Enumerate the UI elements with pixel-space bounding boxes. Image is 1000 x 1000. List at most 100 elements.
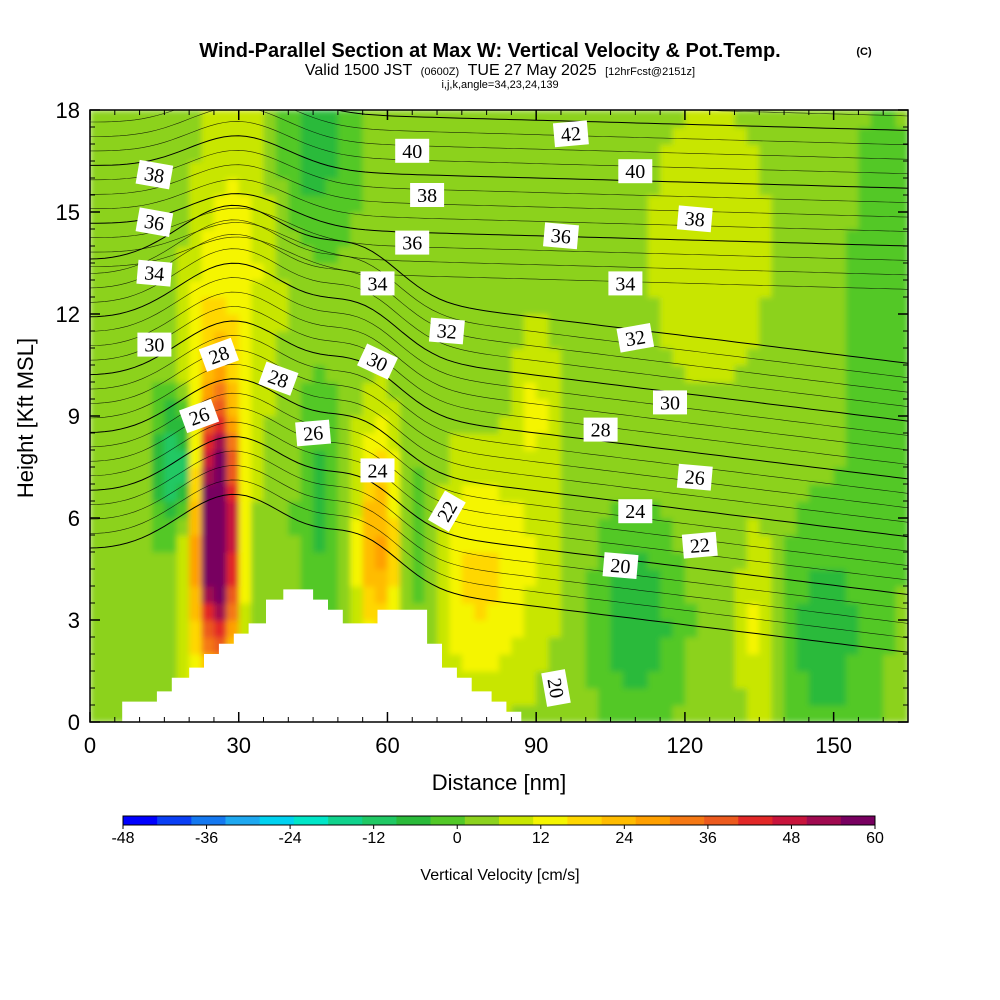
heatmap-cell <box>759 314 773 332</box>
heatmap-cell <box>895 110 908 128</box>
heatmap-cell <box>499 501 512 519</box>
colorbar-tick-label: 60 <box>866 830 884 847</box>
heatmap-cell <box>759 688 773 706</box>
heatmap-cell <box>139 399 153 417</box>
heatmap-cell <box>573 620 587 638</box>
contour-label-bg <box>295 419 332 447</box>
heatmap-cell <box>870 331 884 349</box>
heatmap-cell <box>697 127 711 145</box>
heatmap-cell <box>474 314 488 332</box>
heatmap-cell <box>90 518 103 536</box>
heatmap-cell <box>573 705 587 722</box>
heatmap-cell <box>684 127 698 145</box>
heatmap-cell <box>164 484 178 502</box>
heatmap-cell <box>598 637 612 655</box>
heatmap-cell <box>337 467 351 485</box>
heatmap-cell <box>536 501 550 519</box>
heatmap-cell <box>833 348 847 366</box>
heatmap-cell <box>449 654 463 672</box>
heatmap-cell <box>226 467 240 485</box>
heatmap-cell <box>846 552 860 570</box>
heatmap-cell <box>746 178 760 196</box>
heatmap-cell <box>560 144 574 162</box>
heatmap-cell <box>387 195 401 213</box>
heatmap-cell <box>709 297 723 315</box>
heatmap-cell <box>746 144 760 162</box>
heatmap-cell <box>585 467 599 485</box>
heatmap-cell <box>709 433 723 451</box>
heatmap-cell <box>474 365 488 383</box>
heatmap-cell <box>437 127 451 145</box>
heatmap-cell <box>362 382 376 400</box>
heatmap-cell <box>759 246 773 264</box>
heatmap-cell <box>523 535 537 553</box>
heatmap-cell <box>499 637 512 655</box>
heatmap-cell <box>114 144 128 162</box>
heatmap-cell <box>102 178 116 196</box>
contour-label-text: 34 <box>368 273 388 295</box>
heatmap-cell <box>796 603 810 621</box>
heatmap-cell <box>821 229 835 247</box>
heatmap-cell <box>362 433 376 451</box>
heatmap-cell <box>548 399 562 417</box>
heatmap-cell <box>300 161 314 179</box>
heatmap-cell <box>151 433 165 451</box>
heatmap-cell <box>449 569 463 587</box>
heatmap-cell <box>573 671 587 689</box>
heatmap-cell <box>808 705 822 722</box>
heatmap-cell <box>499 127 512 145</box>
heatmap-cell <box>337 433 351 451</box>
colorbar-swatch <box>430 816 466 825</box>
heatmap-cell <box>300 467 314 485</box>
colorbar-swatch <box>704 816 739 825</box>
heatmap-cell <box>622 229 636 247</box>
heatmap-cell <box>213 620 227 638</box>
heatmap-cell <box>337 178 351 196</box>
heatmap-cell <box>722 280 736 298</box>
heatmap-cell <box>151 450 165 468</box>
contour-label-text: 20 <box>542 676 567 700</box>
heatmap-cell <box>164 144 178 162</box>
heatmap-cell <box>709 246 723 264</box>
heatmap-cell <box>870 620 884 638</box>
heatmap-cell <box>573 433 587 451</box>
heatmap-cell <box>858 127 872 145</box>
heatmap-cell <box>858 705 872 722</box>
heatmap-cell <box>114 280 128 298</box>
heatmap-cell <box>350 603 364 621</box>
heatmap-cell <box>796 280 810 298</box>
heatmap-cell <box>598 501 612 519</box>
heatmap-cell <box>796 212 810 230</box>
heatmap-cell <box>560 161 574 179</box>
heatmap-cell <box>102 297 116 315</box>
heatmap-cell <box>511 620 525 638</box>
heatmap-cell <box>610 620 624 638</box>
heatmap-cell <box>325 229 339 247</box>
heatmap-cell <box>635 552 649 570</box>
heatmap-cell <box>263 399 277 417</box>
heatmap-cell <box>201 484 215 502</box>
heatmap-cell <box>647 127 661 145</box>
heatmap-cell <box>610 467 624 485</box>
heatmap-cell <box>461 178 475 196</box>
heatmap-cell <box>784 127 798 145</box>
heatmap-cell <box>560 433 574 451</box>
heatmap-cell <box>350 552 364 570</box>
heatmap-cell <box>734 127 748 145</box>
heatmap-cell <box>697 365 711 383</box>
heatmap-cell <box>734 280 748 298</box>
heatmap-cell <box>523 484 537 502</box>
heatmap-cell <box>499 365 512 383</box>
heatmap-cell <box>759 195 773 213</box>
heatmap-cell <box>784 586 798 604</box>
heatmap-cell <box>870 127 884 145</box>
heatmap-cell <box>548 263 562 281</box>
heatmap-cell <box>585 586 599 604</box>
heatmap-cell <box>499 399 512 417</box>
heatmap-cell <box>536 280 550 298</box>
heatmap-cell <box>362 297 376 315</box>
heatmap-cell <box>833 569 847 587</box>
heatmap-cell <box>734 501 748 519</box>
heatmap-cell <box>895 501 908 519</box>
